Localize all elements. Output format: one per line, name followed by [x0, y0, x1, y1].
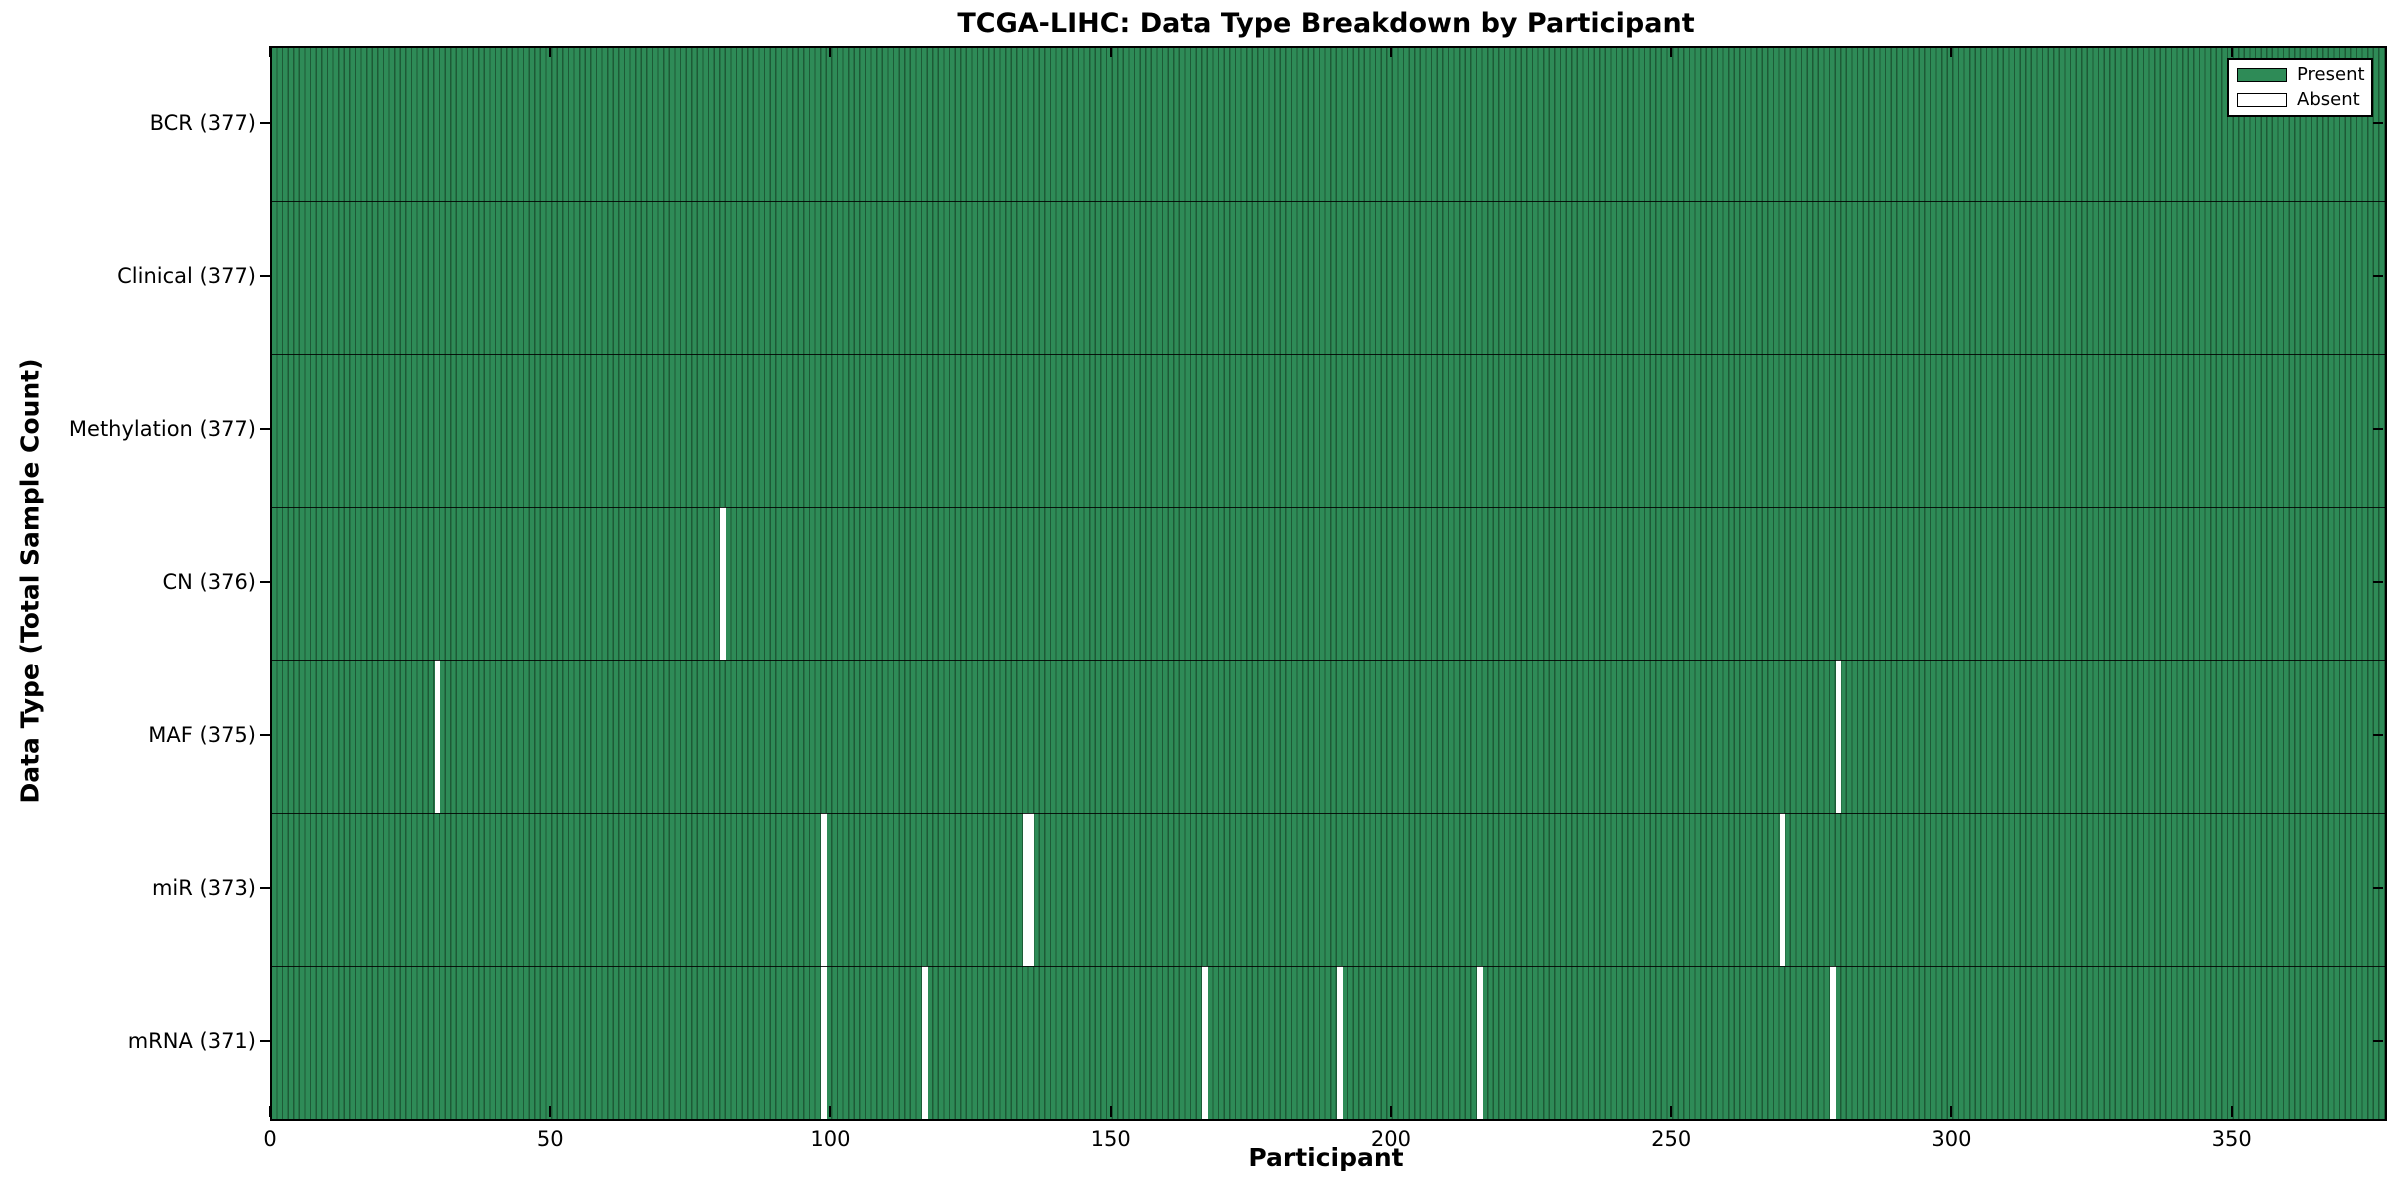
absent-bar-mrna-215 — [1477, 966, 1483, 1119]
ytick-mark-right — [2373, 1039, 2383, 1042]
ytick-label-methylation: Methylation (377) — [68, 416, 256, 441]
legend-item-absent: Absent — [2237, 91, 2363, 109]
absent-bar-maf-279 — [1835, 660, 1842, 813]
xtick-mark-top — [549, 46, 552, 57]
xtick-mark-top — [1109, 46, 1112, 57]
row-maf — [272, 660, 2385, 813]
row-cn — [272, 507, 2385, 660]
ytick-mark-right — [2373, 427, 2383, 430]
absent-bar-mrna-190 — [1336, 966, 1343, 1119]
ytick-label-mrna: mRNA (371) — [127, 1028, 256, 1053]
ytick-label-maf: MAF (375) — [148, 722, 256, 747]
xtick-mark-bottom — [1950, 1106, 1953, 1117]
row-separator — [272, 201, 2385, 202]
xtick-mark-bottom — [1109, 1106, 1112, 1117]
row-clinical — [272, 201, 2385, 354]
legend-label-present: Present — [2297, 64, 2365, 85]
xtick-mark-top — [1950, 46, 1953, 57]
xtick-mark-bottom — [549, 1106, 552, 1117]
xtick-mark-bottom — [269, 1106, 271, 1117]
xtick-label-200: 200 — [1370, 1127, 1411, 1151]
xtick-mark-top — [1670, 46, 1673, 57]
absent-swatch — [2237, 93, 2287, 107]
ytick-mark-right — [2373, 274, 2383, 277]
absent-bar-mrna-98 — [821, 966, 827, 1119]
absent-bar-mir-135 — [1028, 813, 1035, 966]
x-axis-label: Participant — [1248, 1143, 1404, 1172]
xtick-mark-bottom — [829, 1106, 832, 1117]
absent-bar-mir-134 — [1023, 813, 1029, 966]
ytick-mark-left — [260, 121, 270, 124]
absent-bar-maf-29 — [434, 660, 441, 813]
row-separator — [272, 660, 2385, 661]
ytick-label-bcr: BCR (377) — [149, 110, 256, 135]
ytick-mark-left — [260, 1039, 270, 1042]
xtick-mark-top — [269, 46, 271, 57]
row-separator — [272, 813, 2385, 814]
xtick-mark-top — [829, 46, 832, 57]
absent-bar-cn-80 — [720, 507, 726, 660]
xtick-label-300: 300 — [1931, 1127, 1972, 1151]
xtick-label-100: 100 — [810, 1127, 851, 1151]
row-separator — [272, 354, 2385, 355]
ytick-mark-right — [2373, 886, 2383, 889]
row-bcr — [272, 48, 2385, 201]
present-swatch — [2237, 68, 2287, 82]
ytick-mark-right — [2373, 580, 2383, 583]
xtick-mark-bottom — [2230, 1106, 2233, 1117]
ytick-mark-left — [260, 580, 270, 583]
absent-bar-mrna-278 — [1830, 966, 1836, 1119]
ytick-label-mir: miR (373) — [151, 875, 256, 900]
ytick-mark-left — [260, 274, 270, 277]
row-methylation — [272, 354, 2385, 507]
ytick-mark-left — [260, 733, 270, 736]
plot-area — [270, 46, 2387, 1121]
legend-item-present: Present — [2237, 64, 2365, 85]
legend: Present Absent — [2227, 58, 2373, 117]
row-mir — [272, 813, 2385, 966]
y-axis-label: Data Type (Total Sample Count) — [15, 358, 45, 804]
absent-bar-mrna-116 — [922, 966, 928, 1119]
ytick-mark-left — [260, 427, 270, 430]
absent-bar-mir-269 — [1779, 813, 1786, 966]
xtick-label-350: 350 — [2211, 1127, 2252, 1151]
xtick-label-250: 250 — [1651, 1127, 1692, 1151]
absent-bar-mir-98 — [821, 813, 827, 966]
ytick-mark-right — [2373, 733, 2383, 736]
xtick-label-50: 50 — [536, 1127, 564, 1151]
row-mrna — [272, 966, 2385, 1119]
ytick-mark-left — [260, 886, 270, 889]
xtick-label-150: 150 — [1090, 1127, 1131, 1151]
xtick-mark-bottom — [1389, 1106, 1392, 1117]
ytick-label-cn: CN (376) — [162, 569, 256, 594]
absent-bar-mrna-166 — [1202, 966, 1208, 1119]
legend-label-absent: Absent — [2297, 89, 2360, 110]
ytick-label-clinical: Clinical (377) — [117, 263, 256, 288]
row-separator — [272, 966, 2385, 967]
xtick-mark-top — [1389, 46, 1392, 57]
chart-title: TCGA-LIHC: Data Type Breakdown by Partic… — [957, 8, 1695, 39]
row-separator — [272, 507, 2385, 508]
xtick-mark-bottom — [1670, 1106, 1673, 1117]
xtick-label-0: 0 — [263, 1127, 277, 1151]
xtick-mark-top — [2230, 46, 2233, 57]
ytick-mark-right — [2373, 121, 2383, 124]
